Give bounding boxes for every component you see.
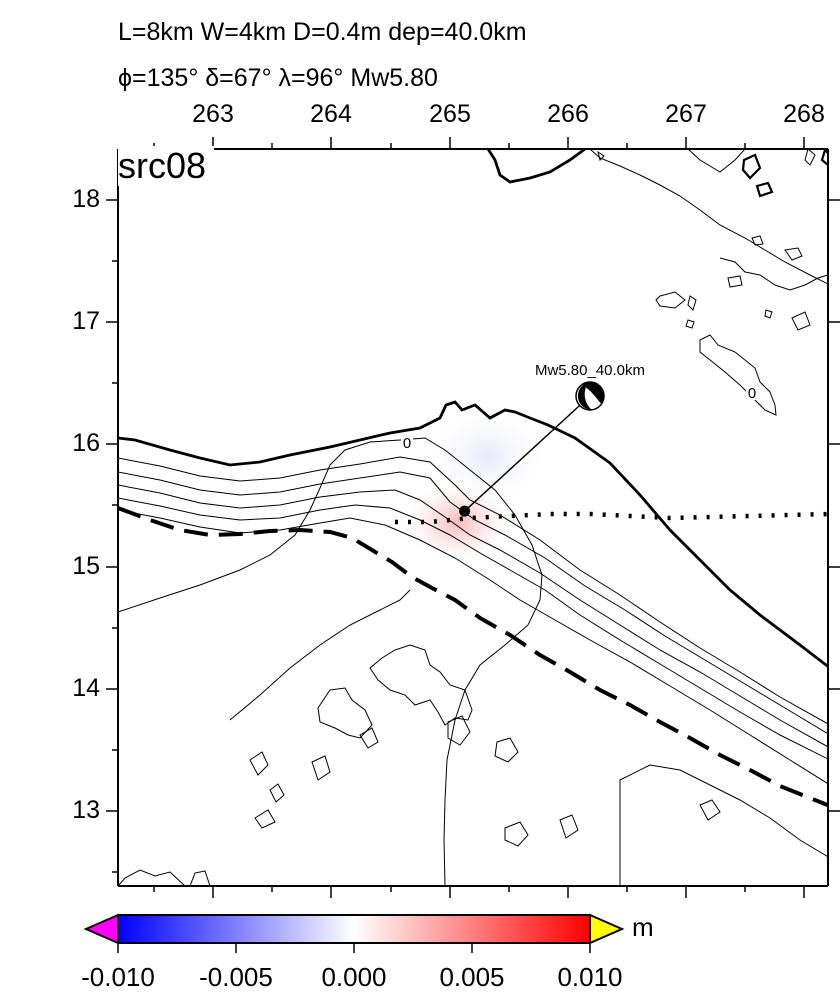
- epicenter-marker: [459, 505, 471, 517]
- svg-text:0: 0: [403, 435, 411, 452]
- colorbar-tick-label: -0.005: [199, 962, 273, 992]
- y-tick-label: 15: [72, 552, 100, 580]
- bathymetry-contours: [118, 149, 828, 886]
- colorbar-tick-label: -0.010: [81, 962, 155, 992]
- y-tick-label: 18: [72, 185, 100, 213]
- contour-zero-label: 0: [746, 383, 758, 402]
- x-tick-label: 263: [192, 100, 234, 128]
- colorbar-under-triangle: [83, 913, 119, 945]
- event-label: Mw5.80_40.0km: [535, 362, 645, 379]
- colorbar: [83, 913, 625, 953]
- y-tick-label: 17: [72, 307, 100, 335]
- x-tick-label: 266: [547, 100, 589, 128]
- y-axis-ticks: [106, 199, 840, 873]
- title-rupture-params: L=8km W=4km D=0.4m dep=40.0km: [118, 18, 527, 46]
- map-area: 0 0 Mw5.80_40.0km: [118, 149, 828, 886]
- title-focal-params: ϕ=135° δ=67° λ=96° Mw5.80: [118, 64, 438, 92]
- x-tick-label: 265: [429, 100, 471, 128]
- map-frame: [117, 148, 829, 887]
- colorbar-gradient: [117, 914, 591, 944]
- x-tick-label: 264: [310, 100, 352, 128]
- coastline: [118, 149, 828, 669]
- beachball-leader-line: [464, 395, 591, 512]
- y-tick-label: 13: [72, 796, 100, 824]
- colorbar-tick-label: 0.010: [557, 962, 623, 992]
- islands: [741, 149, 828, 198]
- contour-zero-label: 0: [401, 434, 413, 452]
- colorbar-unit-label: m: [632, 912, 654, 942]
- x-tick-label: 267: [665, 100, 707, 128]
- colorbar-tick-label: 0.000: [321, 962, 387, 992]
- y-tick-label: 16: [72, 429, 100, 457]
- y-tick-label: 14: [72, 674, 100, 702]
- x-tick-label: 268: [783, 100, 825, 128]
- colorbar-over-triangle: [589, 913, 625, 945]
- focal-mechanism-beachball: [575, 381, 605, 411]
- panel-label: src08: [118, 146, 215, 186]
- svg-text:0: 0: [748, 385, 756, 402]
- colorbar-tick-label: 0.005: [439, 962, 505, 992]
